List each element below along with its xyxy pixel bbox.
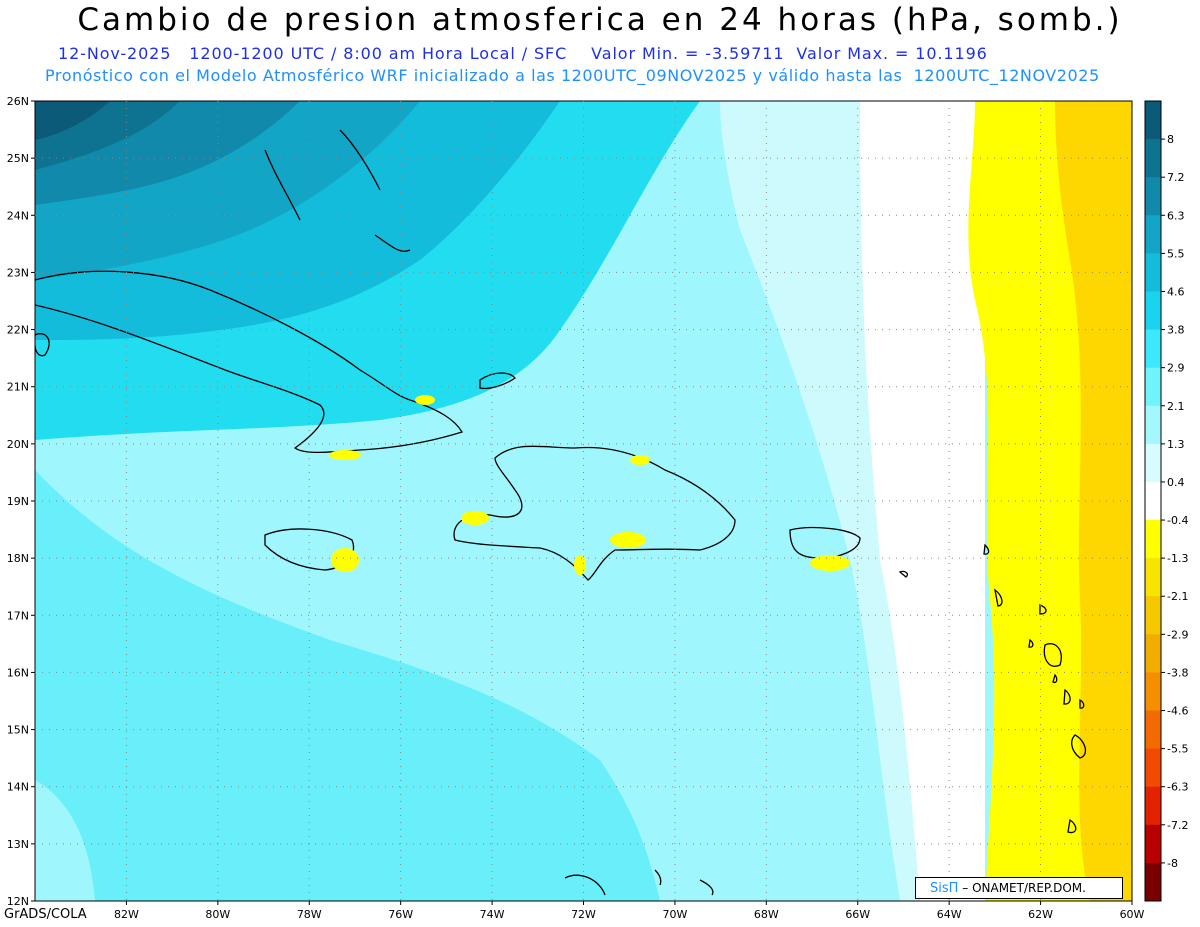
grads-credit: GrADS/COLA xyxy=(4,907,87,922)
colorbar-label: -4.6 xyxy=(1167,705,1188,718)
colorbar-segment xyxy=(1145,786,1161,826)
colorbar-label: 5.5 xyxy=(1167,247,1185,260)
colorbar-segment xyxy=(1145,558,1161,597)
colorbar-segment xyxy=(1145,634,1161,673)
longitude-label: 60W xyxy=(1120,908,1145,921)
latitude-label: 20N xyxy=(7,438,29,451)
colorbar: 8 7.2 6.3 5.5 4.6 3.8 2.9 2.1 1.3 0.4 -0.4 -1.3 -2.1… xyxy=(1144,100,1188,902)
longitude-label: 68W xyxy=(754,908,779,921)
colorbar-label: 6.3 xyxy=(1167,209,1185,222)
colorbar-segment xyxy=(1145,367,1161,407)
colorbar-frame xyxy=(1144,100,1162,902)
map-title: Cambio de presion atmosferica en 24 hora… xyxy=(77,2,1123,38)
colorbar-label: -2.9 xyxy=(1167,628,1188,641)
latitude-label: 12N xyxy=(7,895,29,908)
colorbar-segment xyxy=(1145,215,1161,254)
colorbar-label: -3.8 xyxy=(1167,666,1188,679)
latitude-label: 22N xyxy=(7,324,29,337)
latitude-label: 13N xyxy=(7,838,29,851)
colorbar-segment xyxy=(1145,520,1161,559)
colorbar-segment xyxy=(1145,748,1161,788)
colorbar-segment xyxy=(1145,291,1161,331)
colorbar-segment xyxy=(1145,596,1161,635)
latitude-label: 21N xyxy=(7,381,29,394)
colorbar-label: -8 xyxy=(1167,857,1178,870)
colorbar-label: 0.4 xyxy=(1167,476,1185,489)
latitude-label: 24N xyxy=(7,209,29,222)
colorbar-segment xyxy=(1145,405,1161,445)
latitude-label: 14N xyxy=(7,781,29,794)
latitude-label: 16N xyxy=(7,666,29,679)
longitude-label: 66W xyxy=(845,908,870,921)
sispi-brand: SisΠ xyxy=(930,881,959,896)
colorbar-label: -5.5 xyxy=(1167,743,1188,756)
colorbar-segment xyxy=(1145,139,1161,178)
colorbar-label: 2.9 xyxy=(1167,362,1185,375)
sispi-credit-box: SisΠ – ONAMET/REP.DOM. xyxy=(915,877,1123,899)
longitude-label: 82W xyxy=(114,908,139,921)
longitude-label: 70W xyxy=(662,908,687,921)
colorbar-segment xyxy=(1145,862,1161,902)
negative-blobs xyxy=(329,395,850,575)
colorbar-segment xyxy=(1145,710,1161,750)
longitude-label: 76W xyxy=(388,908,413,921)
colorbar-segment xyxy=(1145,253,1161,292)
colorbar-segment xyxy=(1145,672,1161,712)
colorbar-label: -1.3 xyxy=(1167,552,1188,565)
colorbar-segment xyxy=(1145,481,1161,521)
colorbar-segment xyxy=(1145,101,1161,140)
colorbar-segment xyxy=(1145,824,1161,864)
latitude-label: 23N xyxy=(7,266,29,279)
colorbar-label: -2.1 xyxy=(1167,590,1188,603)
onamet-credit: – ONAMET/REP.DOM. xyxy=(962,881,1086,895)
colorbar-segment xyxy=(1145,443,1161,483)
map-subtitle-model: Pronóstico con el Modelo Atmosférico WRF… xyxy=(45,66,1100,85)
latitude-label: 15N xyxy=(7,724,29,737)
longitude-label: 62W xyxy=(1028,908,1053,921)
longitude-label: 78W xyxy=(297,908,322,921)
latitude-label: 18N xyxy=(7,552,29,565)
colorbar-label: 1.3 xyxy=(1167,438,1185,451)
latitude-label: 17N xyxy=(7,609,29,622)
longitude-label: 80W xyxy=(205,908,230,921)
colorbar-label: -6.3 xyxy=(1167,781,1188,794)
longitude-label: 74W xyxy=(480,908,505,921)
colorbar-label: 2.1 xyxy=(1167,400,1185,413)
colorbar-segment xyxy=(1145,177,1161,216)
colorbar-label: 8 xyxy=(1167,133,1174,146)
colorbar-label: -0.4 xyxy=(1167,514,1188,527)
longitude-label: 64W xyxy=(937,908,962,921)
latitude-label: 25N xyxy=(7,152,29,165)
colorbar-label: 4.6 xyxy=(1167,285,1185,298)
colorbar-label: 3.8 xyxy=(1167,324,1185,337)
map-subtitle-date: 12-Nov-2025 1200-1200 UTC / 8:00 am Hora… xyxy=(58,44,988,63)
longitude-labels: 82W 80W 78W 76W 74W 72W 70W 68W 66W 64W 62W 60W xyxy=(114,908,1145,921)
latitude-label: 26N xyxy=(7,95,29,108)
longitude-label: 72W xyxy=(571,908,596,921)
colorbar-label: 7.2 xyxy=(1167,171,1185,184)
lat-lon-grid xyxy=(31,100,1133,905)
colorbar-label: -7.2 xyxy=(1167,819,1188,832)
colorbar-segment xyxy=(1145,329,1161,369)
latitude-labels: 26N 25N 24N 23N 22N 21N 20N 19N 18N 17N 16N 15N 14N 1… xyxy=(7,95,29,908)
latitude-label: 19N xyxy=(7,495,29,508)
